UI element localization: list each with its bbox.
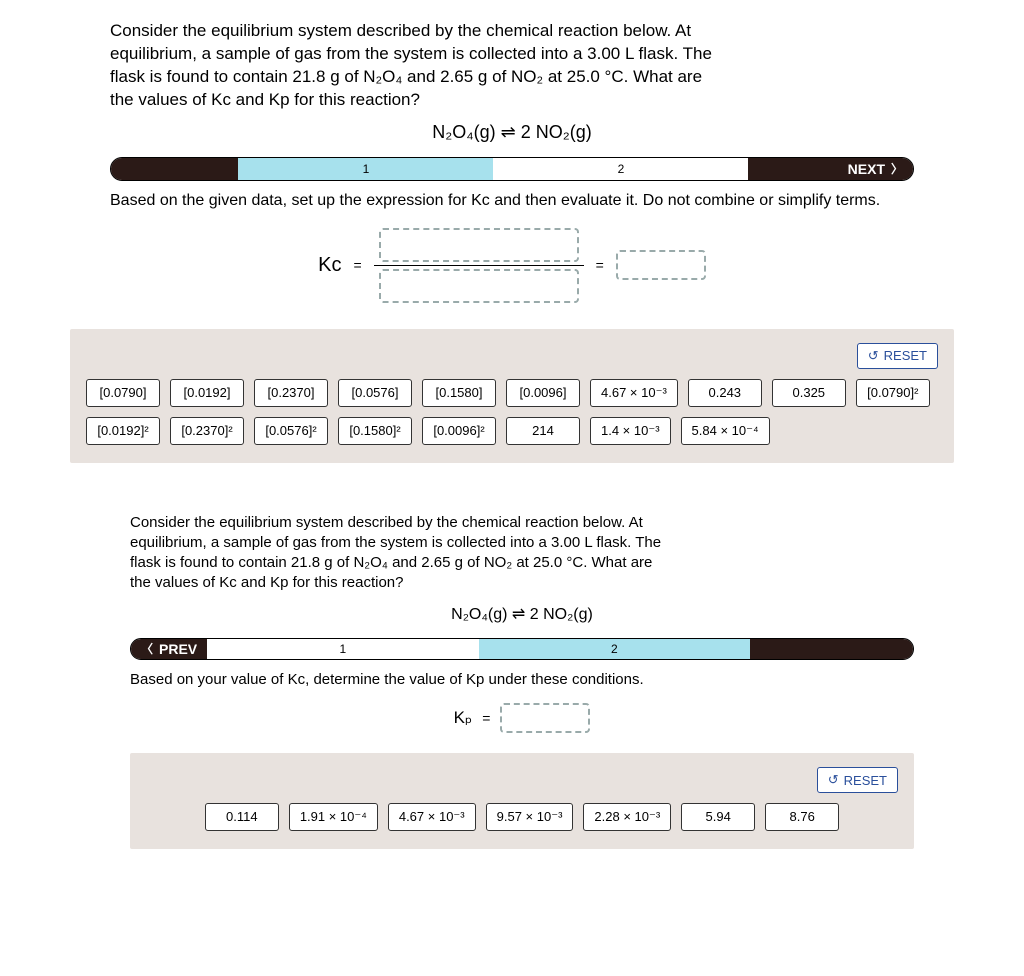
answer-tile[interactable]: [0.0576]² <box>254 417 328 445</box>
prompt-line: equilibrium, a sample of gas from the sy… <box>110 44 712 63</box>
answer-tile[interactable]: 8.76 <box>765 803 839 831</box>
answer-tile[interactable]: [0.0192] <box>170 379 244 407</box>
instruction-1: Based on the given data, set up the expr… <box>110 191 914 212</box>
answer-tile[interactable]: [0.1580]² <box>338 417 412 445</box>
undo-icon: ↺ <box>828 772 839 788</box>
next-button[interactable]: NEXT 〉 <box>838 158 913 180</box>
answer-tiles-panel-2: ↺ RESET 0.114 1.91 × 10⁻⁴ 4.67 × 10⁻³ 9.57 … <box>130 753 914 849</box>
undo-icon: ↺ <box>868 348 879 364</box>
prev-button[interactable]: 〈 PREV <box>131 639 207 659</box>
prompt-line: the values of Kc and Kp for this reactio… <box>110 90 420 109</box>
answer-tile[interactable]: 0.325 <box>772 379 846 407</box>
answer-tile[interactable]: 2.28 × 10⁻³ <box>583 803 671 831</box>
part-1: Consider the equilibrium system describe… <box>0 20 1024 463</box>
prompt-line: Consider the equilibrium system describe… <box>130 514 643 531</box>
answer-tile[interactable]: [0.2370]² <box>170 417 244 445</box>
problem-prompt-2: Consider the equilibrium system describe… <box>130 513 914 594</box>
answer-tile[interactable]: [0.0790]² <box>856 379 930 407</box>
kp-result-dropzone[interactable] <box>500 703 590 733</box>
answer-tile[interactable]: 4.67 × 10⁻³ <box>590 379 678 407</box>
reset-label: RESET <box>884 348 927 363</box>
step-progress-bar-1: 1 2 NEXT 〉 <box>110 157 914 181</box>
equals-sign: = <box>482 710 490 726</box>
tiles-container-1: [0.0790] [0.0192] [0.2370] [0.0576] [0.1580]… <box>86 379 938 445</box>
kc-fraction <box>374 228 584 303</box>
stepbar-step-1[interactable]: 1 <box>207 639 478 659</box>
equals-sign: = <box>353 257 361 273</box>
chevron-left-icon: 〈 <box>141 640 153 657</box>
answer-tile[interactable]: 0.114 <box>205 803 279 831</box>
prompt-line: flask is found to contain 21.8 g of N₂O₄… <box>110 67 702 86</box>
answer-tile[interactable]: [0.0096]² <box>422 417 496 445</box>
kc-numerator-dropzone[interactable] <box>379 228 579 262</box>
prompt-line: flask is found to contain 21.8 g of N₂O₄… <box>130 554 652 571</box>
equation-1: N₂O₄(g) ⇌ 2 NO₂(g) <box>110 122 914 143</box>
equation-2: N₂O₄(g) ⇌ 2 NO₂(g) <box>130 604 914 624</box>
answer-tile[interactable]: 0.243 <box>688 379 762 407</box>
reset-button[interactable]: ↺ RESET <box>857 343 938 369</box>
stepbar-step-1-active[interactable]: 1 <box>238 158 493 180</box>
answer-tile[interactable]: 9.57 × 10⁻³ <box>486 803 574 831</box>
part-2: Consider the equilibrium system describe… <box>0 513 1024 850</box>
prev-label: PREV <box>159 641 197 657</box>
stepbar-cap-left <box>111 158 238 180</box>
stepbar-step-2[interactable]: 2 <box>493 158 748 180</box>
instruction-2: Based on your value of Kc, determine the… <box>130 670 914 690</box>
reset-button[interactable]: ↺ RESET <box>817 767 898 793</box>
kc-denominator-dropzone[interactable] <box>379 269 579 303</box>
chevron-right-icon: 〉 <box>891 160 903 177</box>
stepbar-cap-right <box>748 158 837 180</box>
stepbar-step-2-active[interactable]: 2 <box>479 639 750 659</box>
kp-label: Kₚ <box>454 708 473 728</box>
reset-label: RESET <box>844 773 887 788</box>
answer-tile[interactable]: 1.91 × 10⁻⁴ <box>289 803 378 831</box>
next-label: NEXT <box>848 161 885 177</box>
answer-tile[interactable]: 214 <box>506 417 580 445</box>
answer-tile[interactable]: 5.84 × 10⁻⁴ <box>681 417 770 445</box>
kp-expression: Kₚ = <box>130 703 914 733</box>
prompt-line: Consider the equilibrium system describe… <box>110 21 691 40</box>
answer-tile[interactable]: [0.2370] <box>254 379 328 407</box>
answer-tile[interactable]: [0.1580] <box>422 379 496 407</box>
stepbar-cap-right <box>750 639 913 659</box>
answer-tile[interactable]: [0.0790] <box>86 379 160 407</box>
answer-tile[interactable]: [0.0192]² <box>86 417 160 445</box>
problem-prompt-1: Consider the equilibrium system describe… <box>110 20 914 112</box>
answer-tile[interactable]: 5.94 <box>681 803 755 831</box>
tiles-container-2: 0.114 1.91 × 10⁻⁴ 4.67 × 10⁻³ 9.57 × 10⁻³ 2.… <box>146 803 898 831</box>
answer-tiles-panel-1: ↺ RESET [0.0790] [0.0192] [0.2370] [0.0576]… <box>70 329 954 463</box>
equals-sign: = <box>596 257 604 273</box>
prompt-line: the values of Kc and Kp for this reactio… <box>130 574 404 591</box>
answer-tile[interactable]: [0.0096] <box>506 379 580 407</box>
step-progress-bar-2: 〈 PREV 1 2 <box>130 638 914 660</box>
answer-tile[interactable]: 1.4 × 10⁻³ <box>590 417 671 445</box>
answer-tile[interactable]: 4.67 × 10⁻³ <box>388 803 476 831</box>
kc-expression: Kc = = <box>110 228 914 303</box>
fraction-bar <box>374 265 584 266</box>
kc-result-dropzone[interactable] <box>616 250 706 280</box>
answer-tile[interactable]: [0.0576] <box>338 379 412 407</box>
prompt-line: equilibrium, a sample of gas from the sy… <box>130 534 661 551</box>
kc-label: Kc <box>318 254 341 277</box>
